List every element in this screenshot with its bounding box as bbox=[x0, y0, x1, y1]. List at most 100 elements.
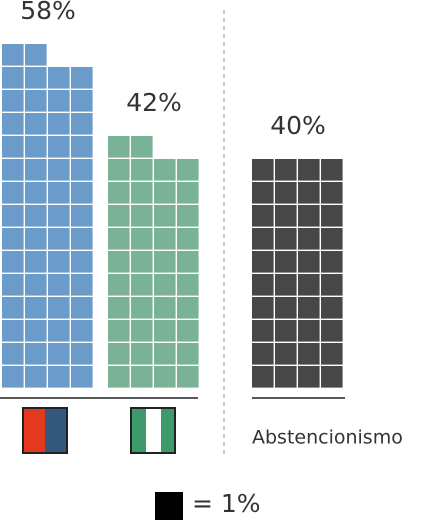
waffle-cell bbox=[2, 228, 24, 250]
waffle-cell bbox=[2, 205, 24, 227]
waffle-cell bbox=[25, 113, 47, 135]
waffle-cell bbox=[275, 182, 297, 204]
waffle-cell bbox=[131, 366, 153, 388]
waffle-cell bbox=[2, 274, 24, 296]
waffle-cell bbox=[71, 343, 93, 365]
waffle-cell bbox=[298, 366, 320, 388]
legend-label: = 1% bbox=[192, 489, 261, 518]
waffle-cell bbox=[177, 182, 199, 204]
value-label: 58% bbox=[20, 0, 76, 25]
waffle-cell bbox=[275, 205, 297, 227]
waffle-cell bbox=[275, 159, 297, 181]
waffle-cell bbox=[154, 297, 176, 319]
waffle-cell bbox=[2, 320, 24, 342]
waffle-cell bbox=[108, 182, 130, 204]
waffle-cell bbox=[298, 343, 320, 365]
waffle-cell bbox=[275, 228, 297, 250]
waffle-cell bbox=[25, 159, 47, 181]
waffle-cell bbox=[321, 274, 343, 296]
waffle-cell bbox=[48, 113, 70, 135]
waffle-cell bbox=[252, 182, 274, 204]
waffle-cell bbox=[131, 205, 153, 227]
waffle-cell bbox=[321, 343, 343, 365]
waffle-cell bbox=[25, 90, 47, 112]
waffle-cell bbox=[298, 205, 320, 227]
waffle-cell bbox=[275, 297, 297, 319]
waffle-cell bbox=[25, 297, 47, 319]
waffle-cell bbox=[48, 159, 70, 181]
waffle-cell bbox=[2, 366, 24, 388]
waffle-cell bbox=[2, 182, 24, 204]
value-label: 40% bbox=[270, 111, 326, 140]
waffle-cell bbox=[2, 343, 24, 365]
waffle-cell bbox=[25, 343, 47, 365]
waffle-cell bbox=[71, 205, 93, 227]
waffle-cell bbox=[2, 44, 24, 66]
waffle-cell bbox=[48, 228, 70, 250]
waffle-cell bbox=[154, 251, 176, 273]
waffle-cell bbox=[252, 343, 274, 365]
waffle-cell bbox=[177, 297, 199, 319]
value-label: 42% bbox=[126, 88, 182, 117]
waffle-cell bbox=[298, 297, 320, 319]
waffle-cell bbox=[25, 251, 47, 273]
waffle-cell bbox=[2, 67, 24, 89]
waffle-cell bbox=[131, 159, 153, 181]
waffle-cell bbox=[108, 205, 130, 227]
waffle-cell bbox=[321, 251, 343, 273]
waffle-cell bbox=[131, 320, 153, 342]
waffle-cell bbox=[177, 205, 199, 227]
waffle-cell bbox=[108, 297, 130, 319]
waffle-cell bbox=[154, 274, 176, 296]
waffle-cell bbox=[131, 297, 153, 319]
waffle-cell bbox=[252, 159, 274, 181]
waffle-cell bbox=[154, 205, 176, 227]
waffle-cell bbox=[177, 159, 199, 181]
waffle-cell bbox=[108, 343, 130, 365]
waffle-cell bbox=[154, 343, 176, 365]
waffle-cell bbox=[252, 205, 274, 227]
waffle-cell bbox=[252, 251, 274, 273]
waffle-cell bbox=[48, 251, 70, 273]
waffle-cell bbox=[108, 251, 130, 273]
waffle-cell bbox=[25, 67, 47, 89]
waffle-cell bbox=[321, 366, 343, 388]
waffle-cell bbox=[177, 343, 199, 365]
waffle-cell bbox=[71, 320, 93, 342]
waffle-cell bbox=[71, 113, 93, 135]
waffle-cell bbox=[48, 90, 70, 112]
waffle-cell bbox=[321, 297, 343, 319]
waffle-cell bbox=[48, 136, 70, 158]
waffle-cell bbox=[154, 366, 176, 388]
waffle-cell bbox=[177, 251, 199, 273]
waffle-cell bbox=[48, 67, 70, 89]
waffle-cell bbox=[71, 228, 93, 250]
waffle-cell bbox=[71, 67, 93, 89]
waffle-cell bbox=[25, 228, 47, 250]
waffle-cell bbox=[25, 136, 47, 158]
waffle-cell bbox=[48, 366, 70, 388]
waffle-cell bbox=[108, 228, 130, 250]
waffle-cell bbox=[108, 274, 130, 296]
waffle-cell bbox=[321, 205, 343, 227]
category-label: Abstencionismo bbox=[252, 427, 403, 449]
waffle-cell bbox=[298, 228, 320, 250]
waffle-cell bbox=[154, 320, 176, 342]
waffle-cell bbox=[2, 90, 24, 112]
waffle-cell bbox=[131, 343, 153, 365]
waffle-cell bbox=[25, 274, 47, 296]
waffle-cell bbox=[2, 251, 24, 273]
waffle-cell bbox=[71, 251, 93, 273]
waffle-cell bbox=[71, 136, 93, 158]
waffle-cell bbox=[71, 90, 93, 112]
waffle-cell bbox=[275, 343, 297, 365]
waffle-cell bbox=[2, 113, 24, 135]
waffle-cell bbox=[131, 136, 153, 158]
waffle-cell bbox=[2, 136, 24, 158]
waffle-cell bbox=[131, 182, 153, 204]
waffle-cell bbox=[275, 274, 297, 296]
waffle-cell bbox=[48, 274, 70, 296]
waffle-cell bbox=[2, 297, 24, 319]
flag-icon bbox=[130, 407, 176, 454]
